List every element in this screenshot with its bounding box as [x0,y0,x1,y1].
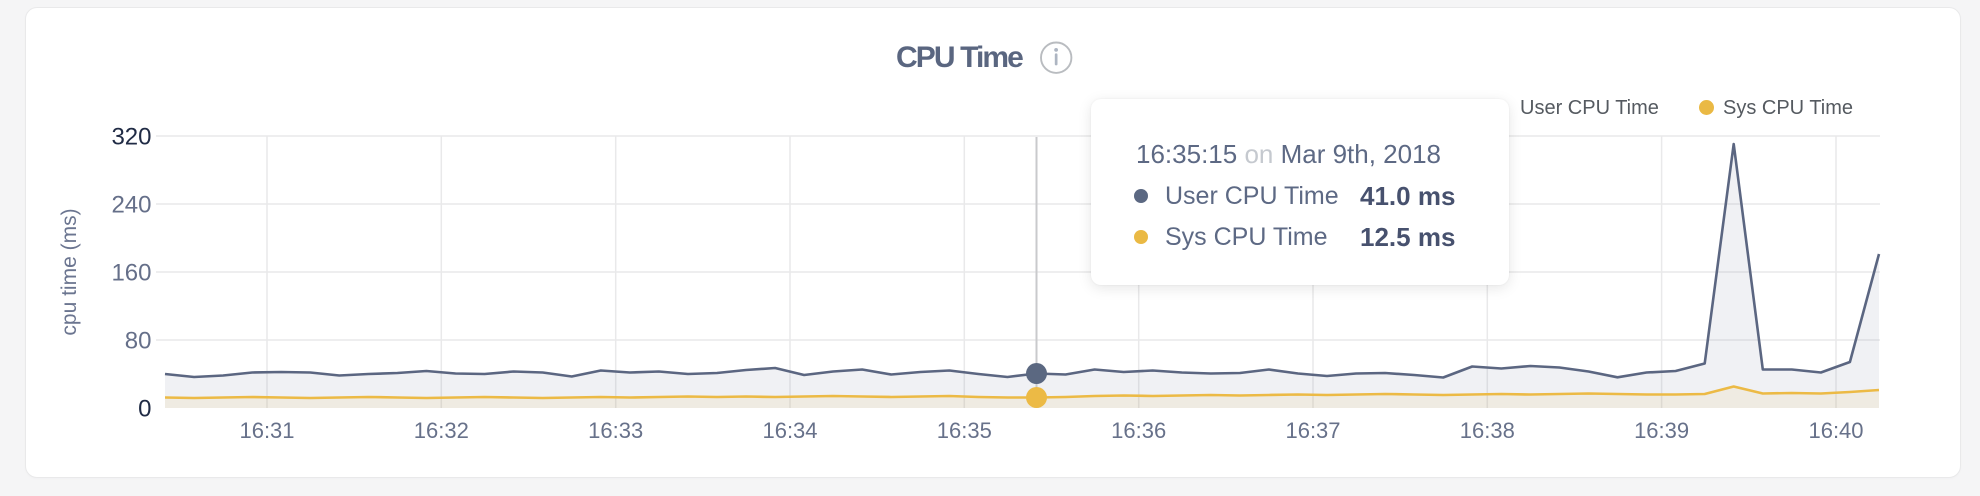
svg-text:0: 0 [138,396,151,423]
svg-text:16:32: 16:32 [414,418,469,443]
svg-text:16:36: 16:36 [1111,418,1166,443]
svg-text:16:31: 16:31 [239,418,294,443]
svg-text:16:40: 16:40 [1808,418,1863,443]
svg-text:160: 160 [111,260,151,287]
svg-text:16:34: 16:34 [762,418,817,443]
svg-text:240: 240 [111,192,151,219]
svg-text:16:38: 16:38 [1460,418,1515,443]
svg-text:16:33: 16:33 [588,418,643,443]
svg-text:16:37: 16:37 [1285,418,1340,443]
svg-text:320: 320 [111,124,151,151]
svg-text:cpu time (ms): cpu time (ms) [58,208,81,335]
svg-text:16:39: 16:39 [1634,418,1689,443]
svg-text:80: 80 [125,328,152,355]
svg-text:16:35: 16:35 [937,418,992,443]
